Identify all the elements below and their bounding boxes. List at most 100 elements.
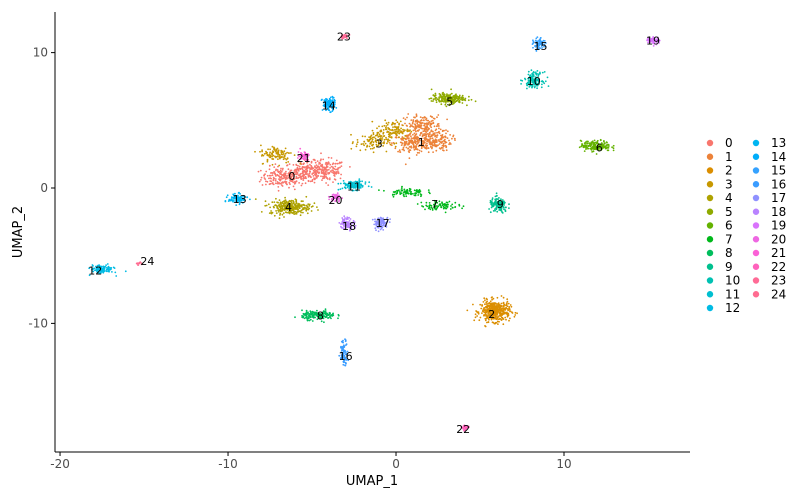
- data-point: [261, 149, 263, 152]
- data-point: [383, 189, 385, 192]
- data-point: [415, 133, 418, 135]
- data-point: [433, 203, 435, 206]
- data-point: [441, 146, 443, 149]
- data-point: [287, 176, 290, 179]
- data-point: [489, 211, 492, 214]
- data-point: [305, 309, 308, 312]
- data-point: [483, 297, 486, 300]
- data-point: [309, 318, 312, 321]
- data-point: [453, 102, 455, 105]
- data-point: [328, 171, 331, 174]
- data-point: [265, 183, 267, 186]
- data-point: [350, 133, 352, 136]
- data-point: [486, 316, 489, 319]
- data-point: [297, 202, 299, 205]
- data-point: [406, 125, 408, 127]
- data-point: [505, 206, 507, 209]
- data-point: [389, 143, 392, 146]
- data-point: [424, 208, 426, 211]
- data-point: [372, 141, 375, 144]
- data-point: [501, 310, 504, 313]
- data-point: [404, 122, 406, 125]
- data-point: [249, 198, 251, 201]
- data-point: [332, 96, 335, 99]
- data-point: [581, 144, 584, 147]
- data-point: [310, 311, 312, 314]
- data-point: [290, 200, 292, 203]
- data-point: [279, 209, 281, 211]
- data-point: [442, 95, 445, 98]
- data-point: [415, 192, 417, 195]
- data-point: [532, 74, 534, 77]
- data-point: [414, 194, 417, 196]
- data-point: [294, 208, 297, 211]
- data-point: [368, 145, 371, 148]
- legend-item-20: 20: [752, 232, 786, 246]
- data-point: [432, 94, 435, 96]
- data-point: [294, 173, 297, 175]
- y-tick-label: 10: [33, 46, 48, 60]
- data-point: [506, 298, 509, 301]
- data-point: [492, 204, 495, 207]
- data-point: [389, 133, 391, 136]
- data-point: [385, 128, 388, 131]
- data-point: [287, 152, 290, 154]
- data-point: [508, 308, 510, 311]
- data-point: [416, 203, 419, 205]
- data-point: [491, 198, 494, 201]
- data-point: [443, 203, 446, 206]
- data-point: [327, 317, 329, 319]
- legend-label: 24: [771, 287, 786, 301]
- data-point: [320, 175, 322, 178]
- data-point: [409, 132, 412, 135]
- data-point: [346, 183, 349, 186]
- data-point: [436, 131, 438, 134]
- data-point: [396, 126, 399, 129]
- data-point: [530, 84, 532, 87]
- data-point: [320, 320, 323, 323]
- data-point: [451, 96, 453, 99]
- data-point: [339, 188, 342, 191]
- data-point: [284, 147, 287, 150]
- data-point: [341, 187, 344, 190]
- data-point: [493, 202, 496, 205]
- legend-item-22: 22: [752, 260, 786, 274]
- data-point: [485, 306, 487, 309]
- data-point: [482, 301, 485, 303]
- data-point: [479, 303, 482, 306]
- data-point: [111, 271, 113, 273]
- data-point: [407, 143, 410, 146]
- data-point: [351, 181, 353, 184]
- data-point: [436, 116, 438, 119]
- data-point: [283, 204, 286, 207]
- data-point: [281, 205, 284, 208]
- data-point: [302, 174, 304, 177]
- data-point: [494, 201, 496, 204]
- data-point: [285, 181, 288, 183]
- data-point: [393, 193, 396, 196]
- cluster-label-6: 6: [596, 141, 603, 154]
- data-point: [425, 128, 428, 131]
- data-point: [428, 131, 431, 134]
- data-point: [305, 177, 307, 180]
- legend-key: [752, 222, 760, 229]
- data-point: [368, 181, 371, 184]
- data-point: [426, 119, 429, 122]
- data-point: [508, 203, 510, 206]
- data-point: [385, 150, 388, 153]
- data-point: [333, 175, 336, 177]
- data-point: [271, 182, 274, 185]
- data-point: [401, 136, 404, 138]
- data-point: [374, 134, 377, 137]
- data-point: [477, 311, 480, 314]
- data-point: [421, 134, 424, 137]
- data-point: [399, 191, 401, 193]
- data-point: [474, 100, 477, 103]
- data-point: [272, 150, 275, 153]
- data-point: [434, 92, 437, 95]
- data-point: [410, 135, 412, 138]
- data-point: [398, 132, 401, 135]
- data-point: [287, 168, 290, 171]
